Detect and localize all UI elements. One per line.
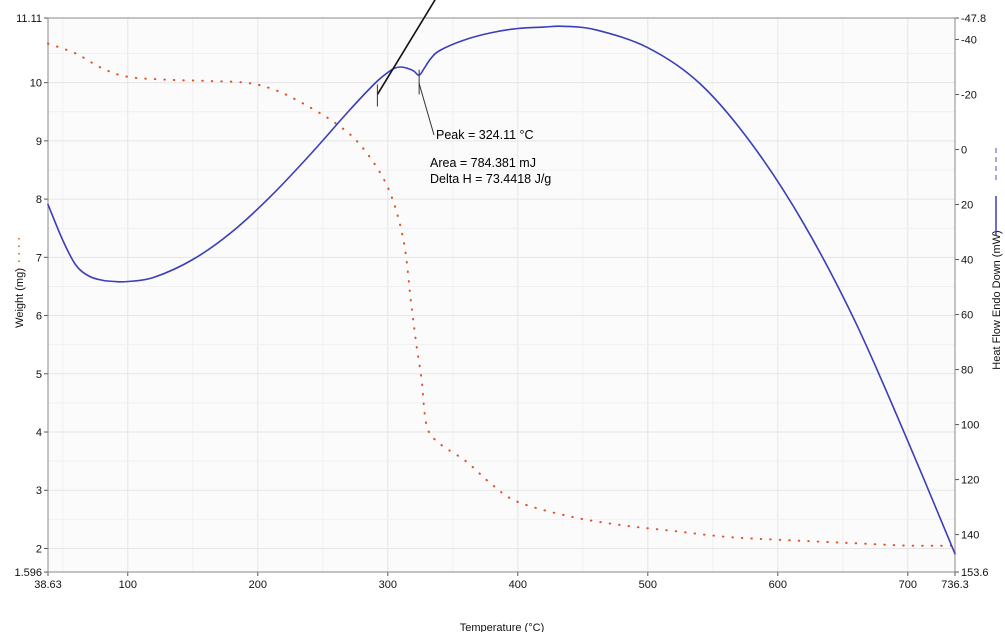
- right-tick-label: 0: [961, 144, 967, 156]
- peak-leader-line: [418, 83, 435, 136]
- right-tick-label: 140: [961, 530, 979, 542]
- right-tick-label: -20: [961, 89, 977, 101]
- left-tick-label: 8: [36, 194, 42, 206]
- heatflow-series-line: [47, 25, 956, 555]
- right-tick-label: 153.6: [961, 567, 989, 579]
- right-tick-label: 20: [961, 200, 973, 212]
- right-tick-label: 100: [961, 420, 979, 432]
- left-tick-label: 7: [36, 252, 42, 264]
- x-tick-label: 100: [119, 579, 137, 591]
- peak-annotation: Peak = 324.11 °C: [436, 128, 534, 142]
- x-tick-label: 600: [769, 579, 787, 591]
- right-tick-label: -40: [961, 34, 977, 46]
- left-axis-ticks: 1.596 2 3 4 5 6 7 8 9 10 11.11: [14, 13, 48, 579]
- x-tick-label: 400: [509, 579, 527, 591]
- grid: [48, 18, 955, 572]
- x-tick-label: 38.63: [34, 579, 62, 591]
- left-tick-label: 3: [36, 485, 42, 497]
- x-tick-label: 200: [249, 579, 267, 591]
- peak-marker: [376, 0, 436, 136]
- right-axis-ticks: -47.8 -40 -20 0 20 40 60 80 100 120 140 153.6: [955, 13, 989, 579]
- left-tick-label: 9: [36, 136, 42, 148]
- left-tick-label: 11.11: [16, 13, 42, 25]
- left-tick-label: 10: [30, 78, 42, 90]
- right-tick-label: -47.8: [961, 13, 986, 25]
- series-layer: [47, 25, 956, 555]
- plot-frame: [47, 17, 956, 573]
- right-tick-label: 60: [961, 310, 973, 322]
- x-tick-label: 736.3: [941, 579, 969, 591]
- right-tick-label: 40: [961, 255, 973, 267]
- right-tick-label: 80: [961, 365, 973, 377]
- left-axis-title: Weight (mg): [14, 268, 26, 328]
- left-tick-label: 1.596: [14, 567, 42, 579]
- x-axis-title: Temperature (°C): [460, 622, 544, 632]
- delta-h-annotation: Delta H = 73.4418 J/g: [430, 172, 551, 186]
- x-tick-label: 500: [639, 579, 657, 591]
- right-axis-title: Heat Flow Endo Down (mW): [991, 230, 1003, 369]
- x-tick-label: 300: [379, 579, 397, 591]
- right-tick-label: 120: [961, 475, 979, 487]
- plot-background: [48, 18, 955, 572]
- x-tick-label: 700: [899, 579, 917, 591]
- left-tick-label: 5: [36, 369, 42, 381]
- left-tick-label: 4: [36, 427, 42, 439]
- integration-baseline: [376, 0, 436, 95]
- left-tick-label: 6: [36, 311, 42, 323]
- x-axis-ticks: 38.63 100 200 300 400 500 600 700 736.3: [34, 572, 969, 591]
- area-annotation: Area = 784.381 mJ: [430, 156, 536, 170]
- left-tick-label: 2: [36, 543, 42, 555]
